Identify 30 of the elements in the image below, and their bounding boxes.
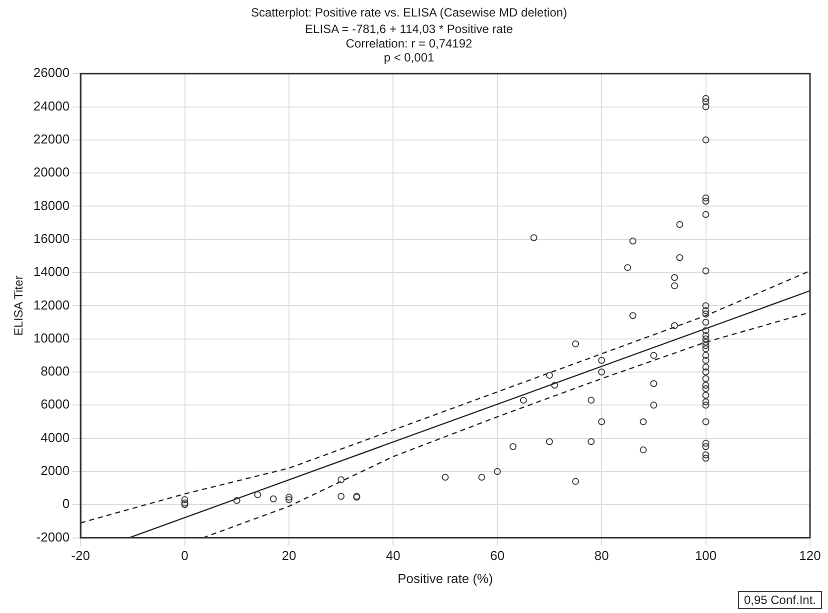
y-tick-label: 10000: [33, 330, 70, 346]
x-axis-title: Positive rate (%): [398, 570, 493, 586]
y-tick-label: -2000: [36, 529, 70, 544]
y-tick-label: 2000: [40, 463, 70, 478]
x-tick-label: 60: [490, 548, 505, 564]
y-tick-label: 24000: [33, 98, 70, 114]
y-axis-title: ELISA Titer: [12, 276, 26, 336]
y-tick-label: 0: [62, 496, 70, 512]
chart-title: Scatterplot: Positive rate vs. ELISA (Casewise MD deletion): [250, 6, 568, 20]
x-tick-label: 80: [594, 548, 609, 564]
y-tick-label: 12000: [33, 297, 70, 312]
x-tick-label: 120: [799, 548, 821, 564]
x-tick-label: 100: [694, 548, 717, 564]
x-tick-label: -20: [71, 548, 90, 564]
x-tick-label: 20: [282, 548, 296, 564]
y-tick-label: 16000: [33, 230, 70, 246]
text: Correlation: r = 0,74192: [346, 36, 473, 50]
text: 0,95 Conf.Int.: [738, 591, 822, 609]
x-tick-label: 40: [386, 548, 400, 564]
y-tick-label: 8000: [40, 364, 70, 379]
chart-subtitle: ELISA = -781,6 + 114,03 * Positive rate: [305, 22, 514, 36]
y-tick-label: 22000: [33, 131, 70, 146]
x-tick-label: 0: [181, 548, 188, 564]
y-tick-label: 6000: [40, 396, 70, 412]
y-tick-label: 4000: [40, 430, 70, 445]
y-tick-label: 20000: [33, 164, 70, 180]
y-tick-label: 26000: [33, 65, 70, 80]
y-tick-label: 14000: [33, 264, 70, 280]
text: p < 0,001: [384, 50, 435, 65]
y-tick-label: 18000: [33, 198, 70, 213]
